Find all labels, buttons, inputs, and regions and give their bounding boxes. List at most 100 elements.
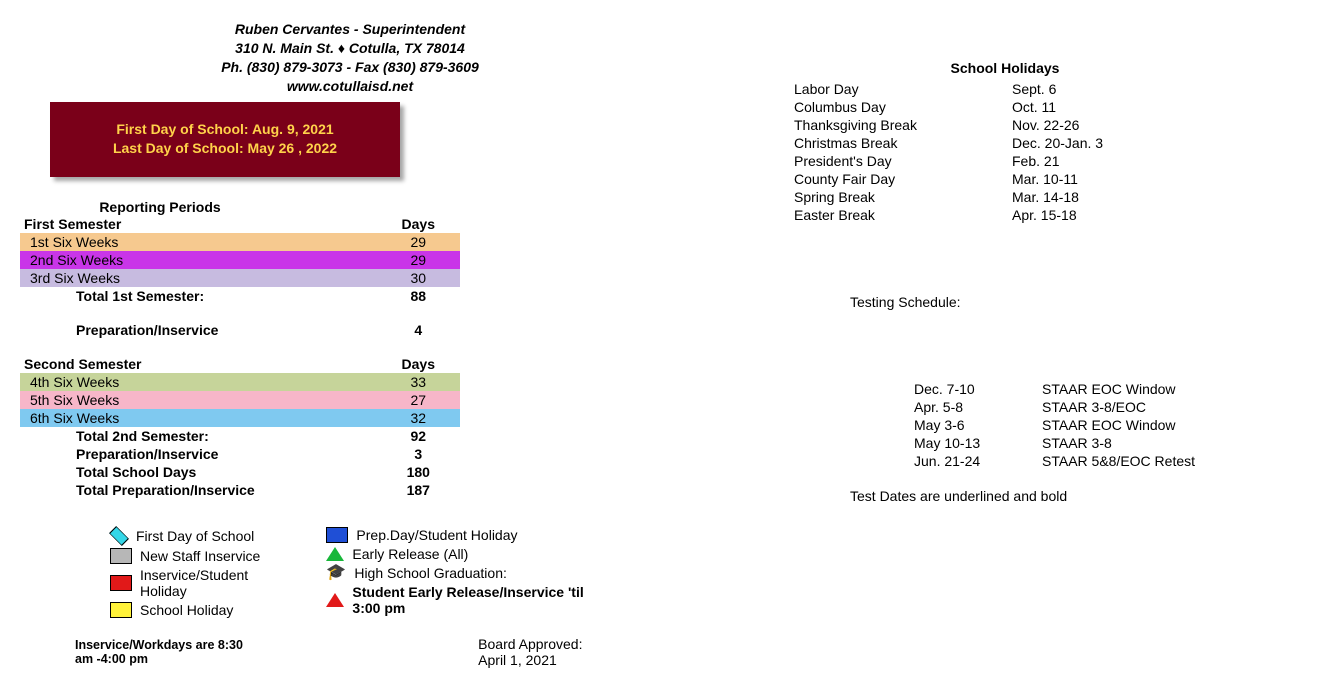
holiday-name: Christmas Break <box>790 134 1008 152</box>
testing-row: Dec. 7-10STAAR EOC Window <box>910 380 1199 398</box>
legend-label: Student Early Release/Inservice 'til 3:0… <box>352 584 610 616</box>
six-weeks-days: 33 <box>377 373 460 391</box>
legend-right-col: Prep.Day/Student Holiday Early Release (A… <box>326 527 610 618</box>
legend-label: School Holiday <box>140 602 233 618</box>
district-header: Ruben Cervantes - Superintendent 310 N. … <box>90 20 610 96</box>
total-prep-days: 187 <box>377 481 460 499</box>
holiday-name: Labor Day <box>790 80 1008 98</box>
legend-label: First Day of School <box>136 528 254 544</box>
legend-label: Early Release (All) <box>352 546 468 562</box>
six-weeks-row: 6th Six Weeks32 <box>20 409 460 427</box>
second-semester-header: Second Semester <box>20 355 377 373</box>
testing-name: STAAR 3-8/EOC <box>1038 398 1199 416</box>
legend-label: New Staff Inservice <box>140 548 260 564</box>
legend: First Day of School New Staff Inservice In… <box>110 527 610 618</box>
holiday-row: Christmas BreakDec. 20-Jan. 3 <box>790 134 1150 152</box>
total-sem1-days: 88 <box>377 287 460 305</box>
website-line: www.cotullaisd.net <box>90 77 610 96</box>
testing-name: STAAR 3-8 <box>1038 434 1199 452</box>
legend-item: School Holiday <box>110 602 280 618</box>
testing-date: Jun. 21-24 <box>910 452 1038 470</box>
first-semester-header: First Semester <box>20 215 377 233</box>
six-weeks-row: 4th Six Weeks33 <box>20 373 460 391</box>
six-weeks-days: 29 <box>377 251 460 269</box>
six-weeks-days: 30 <box>377 269 460 287</box>
holiday-row: Labor DaySept. 6 <box>790 80 1150 98</box>
testing-name: STAAR EOC Window <box>1038 380 1199 398</box>
days-header: Days <box>377 215 460 233</box>
six-weeks-row: 1st Six Weeks29 <box>20 233 460 251</box>
legend-triangle-icon <box>326 547 344 561</box>
legend-item: 🎓 High School Graduation: <box>326 565 610 581</box>
holiday-row: Thanksgiving BreakNov. 22-26 <box>790 116 1150 134</box>
prep1-days: 4 <box>377 321 460 339</box>
testing-table: Dec. 7-10STAAR EOC WindowApr. 5-8STAAR 3… <box>910 380 1199 470</box>
legend-item: New Staff Inservice <box>110 548 280 564</box>
reporting-periods-title: Reporting Periods <box>20 199 300 215</box>
holiday-name: President's Day <box>790 152 1008 170</box>
inservice-hours: Inservice/Workdays are 8:30 am -4:00 pm <box>75 638 248 666</box>
six-weeks-label: 2nd Six Weeks <box>20 251 377 269</box>
days-header-2: Days <box>377 355 460 373</box>
six-weeks-row: 5th Six Weeks27 <box>20 391 460 409</box>
legend-triangle-icon <box>326 593 344 607</box>
total-school-days: 180 <box>377 463 460 481</box>
holiday-row: Columbus DayOct. 11 <box>790 98 1150 116</box>
address-line: 310 N. Main St. ♦ Cotulla, TX 78014 <box>90 39 610 58</box>
holiday-row: President's DayFeb. 21 <box>790 152 1150 170</box>
holiday-name: County Fair Day <box>790 170 1008 188</box>
holiday-row: Easter BreakApr. 15-18 <box>790 206 1150 224</box>
six-weeks-label: 6th Six Weeks <box>20 409 377 427</box>
testing-date: May 10-13 <box>910 434 1038 452</box>
six-weeks-label: 4th Six Weeks <box>20 373 377 391</box>
holiday-date: Apr. 15-18 <box>1008 206 1150 224</box>
reporting-periods-table: First Semester Days 1st Six Weeks292nd S… <box>20 215 460 499</box>
holidays-title: School Holidays <box>790 60 1220 76</box>
six-weeks-row: 2nd Six Weeks29 <box>20 251 460 269</box>
total-sem2-label: Total 2nd Semester: <box>20 427 377 445</box>
testing-name: STAAR 5&8/EOC Retest <box>1038 452 1199 470</box>
legend-label: Inservice/Student Holiday <box>140 567 280 599</box>
first-day-text: First Day of School: Aug. 9, 2021 <box>50 120 400 140</box>
legend-item: Early Release (All) <box>326 546 610 562</box>
graduation-cap-icon: 🎓 <box>326 566 346 580</box>
prep2-days: 3 <box>377 445 460 463</box>
testing-title: Testing Schedule: <box>850 294 1220 310</box>
holiday-name: Columbus Day <box>790 98 1008 116</box>
six-weeks-row: 3rd Six Weeks30 <box>20 269 460 287</box>
testing-row: Jun. 21-24STAAR 5&8/EOC Retest <box>910 452 1199 470</box>
legend-rect-icon <box>110 548 132 564</box>
holiday-name: Easter Break <box>790 206 1008 224</box>
school-dates-banner: First Day of School: Aug. 9, 2021 Last D… <box>50 102 400 177</box>
legend-item: Inservice/Student Holiday <box>110 567 280 599</box>
six-weeks-label: 1st Six Weeks <box>20 233 377 251</box>
six-weeks-days: 32 <box>377 409 460 427</box>
six-weeks-days: 29 <box>377 233 460 251</box>
prep2-label: Preparation/Inservice <box>20 445 377 463</box>
six-weeks-label: 5th Six Weeks <box>20 391 377 409</box>
legend-item: First Day of School <box>110 527 280 545</box>
right-column: School Holidays Labor DaySept. 6Columbus… <box>790 20 1220 504</box>
holiday-row: County Fair DayMar. 10-11 <box>790 170 1150 188</box>
testing-date: May 3-6 <box>910 416 1038 434</box>
testing-row: Apr. 5-8STAAR 3-8/EOC <box>910 398 1199 416</box>
legend-rect-icon <box>326 527 348 543</box>
legend-label: High School Graduation: <box>354 565 507 581</box>
holiday-name: Thanksgiving Break <box>790 116 1008 134</box>
legend-rect-icon <box>110 602 132 618</box>
total-school-days-label: Total School Days <box>20 463 377 481</box>
total-prep-label: Total Preparation/Inservice <box>20 481 377 499</box>
holiday-date: Mar. 14-18 <box>1008 188 1150 206</box>
holiday-date: Feb. 21 <box>1008 152 1150 170</box>
legend-item: Prep.Day/Student Holiday <box>326 527 610 543</box>
holiday-date: Nov. 22-26 <box>1008 116 1150 134</box>
testing-block: Testing Schedule: Dec. 7-10STAAR EOC Win… <box>850 294 1220 504</box>
legend-rect-icon <box>110 575 132 591</box>
left-column: Ruben Cervantes - Superintendent 310 N. … <box>20 20 610 668</box>
holiday-date: Dec. 20-Jan. 3 <box>1008 134 1150 152</box>
holiday-date: Sept. 6 <box>1008 80 1150 98</box>
legend-item: Student Early Release/Inservice 'til 3:0… <box>326 584 610 616</box>
holiday-row: Spring BreakMar. 14-18 <box>790 188 1150 206</box>
legend-left-col: First Day of School New Staff Inservice In… <box>110 527 280 618</box>
six-weeks-days: 27 <box>377 391 460 409</box>
